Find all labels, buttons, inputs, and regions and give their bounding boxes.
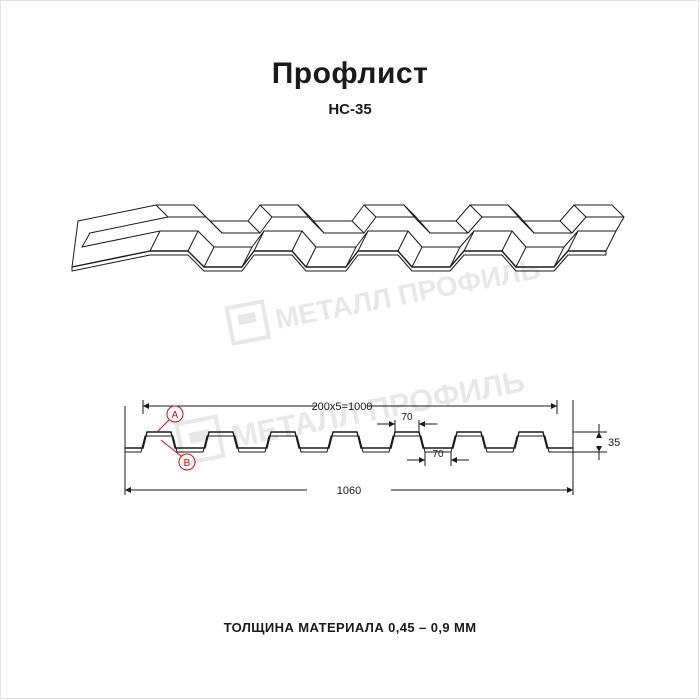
pitch-dimension-label: 200x5=1000 (312, 401, 373, 413)
material-thickness-note: ТОЛЩИНА МАТЕРИАЛА 0,45 – 0,9 ММ (223, 620, 477, 635)
page-subtitle: НС-35 (328, 101, 372, 118)
callout-a-label: A (172, 410, 179, 421)
rib-top-width-label: 70 (401, 412, 413, 423)
isometric-illustration (60, 185, 640, 320)
total-width-label: 1060 (337, 485, 361, 497)
height-label: 35 (608, 437, 620, 449)
page-title: Профлист (271, 57, 429, 90)
callout-b-label: B (184, 458, 191, 469)
cross-section-drawing: 200x5=1000 1060 70 70 35 A B (95, 380, 620, 510)
rib-bottom-width-label: 70 (432, 449, 444, 460)
